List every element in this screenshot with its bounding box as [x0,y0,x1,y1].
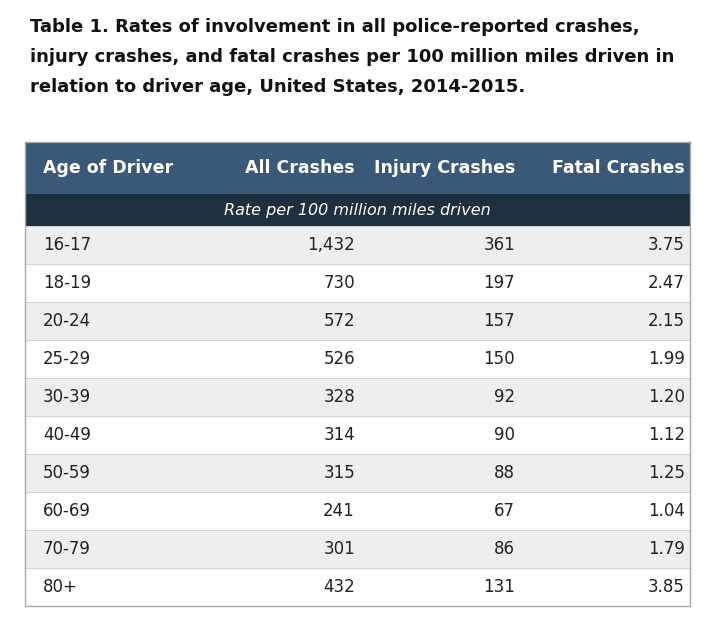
Text: 241: 241 [323,502,355,520]
Text: relation to driver age, United States, 2014-2015.: relation to driver age, United States, 2… [30,78,526,96]
Text: 314: 314 [323,426,355,444]
Text: 526: 526 [323,350,355,368]
Text: 16-17: 16-17 [43,236,91,254]
Text: Rate per 100 million miles driven: Rate per 100 million miles driven [224,203,491,218]
Text: 315: 315 [323,464,355,482]
Text: 86: 86 [494,540,515,558]
Text: Table 1. Rates of involvement in all police-reported crashes,: Table 1. Rates of involvement in all pol… [30,18,640,36]
Text: 328: 328 [323,388,355,406]
Bar [25,416,690,454]
Text: 157: 157 [483,312,515,330]
Text: 88: 88 [494,464,515,482]
Bar [25,530,690,568]
Text: 572: 572 [323,312,355,330]
Text: 80+: 80+ [43,578,78,596]
Text: 25-29: 25-29 [43,350,91,368]
Text: 301: 301 [323,540,355,558]
Bar [25,378,690,416]
Bar [25,454,690,492]
Text: 432: 432 [323,578,355,596]
Bar [25,226,690,264]
Text: 20-24: 20-24 [43,312,91,330]
Text: 2.47: 2.47 [648,274,685,292]
Bar [25,568,690,606]
Text: 70-79: 70-79 [43,540,91,558]
Text: 1,432: 1,432 [307,236,355,254]
Text: All Crashes: All Crashes [245,159,355,177]
Bar [25,142,690,194]
Text: 50-59: 50-59 [43,464,91,482]
Text: 197: 197 [483,274,515,292]
Text: 361: 361 [483,236,515,254]
Text: Fatal Crashes: Fatal Crashes [552,159,685,177]
Text: 1.79: 1.79 [648,540,685,558]
Text: 1.12: 1.12 [648,426,685,444]
Text: 67: 67 [494,502,515,520]
Text: 90: 90 [494,426,515,444]
Text: 3.75: 3.75 [648,236,685,254]
Text: 1.04: 1.04 [648,502,685,520]
Text: 60-69: 60-69 [43,502,91,520]
Text: 40-49: 40-49 [43,426,91,444]
Text: Injury Crashes: Injury Crashes [374,159,515,177]
Bar [25,264,690,302]
Text: 730: 730 [323,274,355,292]
Text: 131: 131 [483,578,515,596]
Bar [25,492,690,530]
Text: 150: 150 [483,350,515,368]
Text: 92: 92 [494,388,515,406]
Text: 18-19: 18-19 [43,274,91,292]
Text: 3.85: 3.85 [648,578,685,596]
Text: 30-39: 30-39 [43,388,91,406]
Text: injury crashes, and fatal crashes per 100 million miles driven in: injury crashes, and fatal crashes per 10… [30,48,674,66]
Bar [25,340,690,378]
Bar [25,194,690,226]
Bar [25,302,690,340]
Text: 1.20: 1.20 [648,388,685,406]
Text: Age of Driver: Age of Driver [43,159,173,177]
Text: 1.99: 1.99 [648,350,685,368]
Text: 1.25: 1.25 [648,464,685,482]
Text: 2.15: 2.15 [648,312,685,330]
